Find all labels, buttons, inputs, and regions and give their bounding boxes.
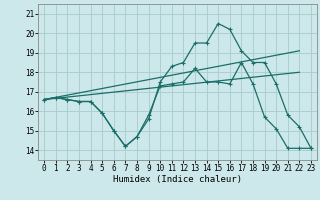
X-axis label: Humidex (Indice chaleur): Humidex (Indice chaleur) bbox=[113, 175, 242, 184]
